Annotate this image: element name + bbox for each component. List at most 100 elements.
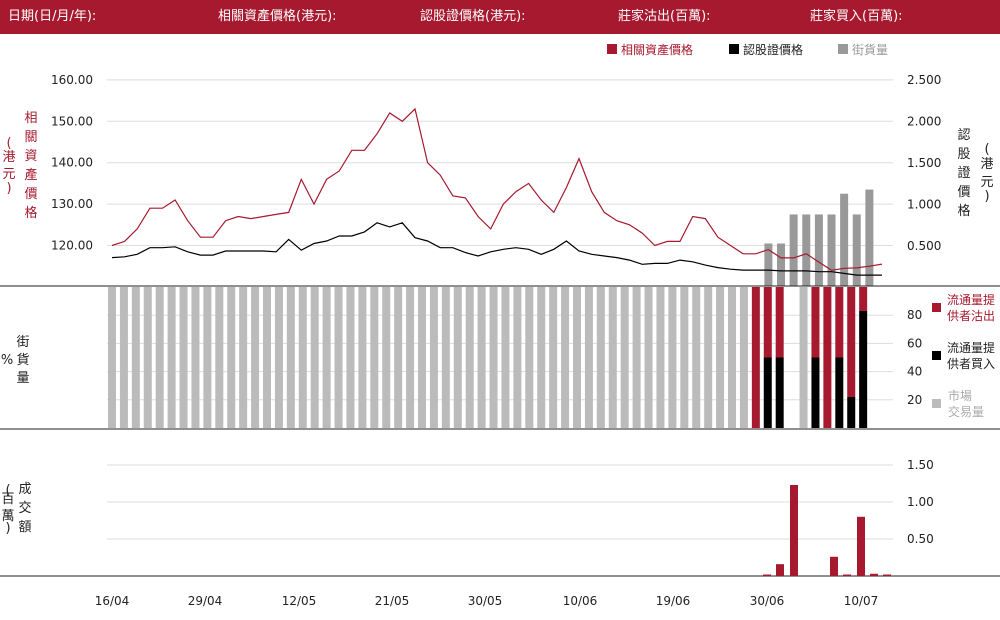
mid-axis-char: 量 [16, 371, 29, 386]
left-tick-label: 160.00 [51, 73, 93, 87]
left-axis-title: 相 關 資 產 價 格 ( 港 元 ) [2, 111, 37, 221]
market-volume-bar [298, 287, 307, 428]
street-volume-bar [777, 243, 786, 286]
x-tick-label: 21/05 [375, 594, 410, 608]
dealer-sold-label: 莊家沽出(百萬): [618, 9, 711, 24]
market-volume-bar [501, 287, 510, 428]
bottom-axis-ticks: 1.50 1.00 0.50 [907, 458, 934, 546]
sold-bar [811, 287, 820, 358]
sold-bar [775, 287, 784, 358]
street-volume-bars [764, 189, 874, 286]
legend-bought-swatch [932, 351, 941, 360]
left-axis-char: 資 [24, 149, 37, 164]
turnover-bar [870, 573, 878, 576]
market-volume-bar [143, 287, 152, 428]
market-volume-bar [692, 287, 701, 428]
legend-warrant-label: 認股證價格 [743, 42, 803, 57]
market-volume-bar [251, 287, 260, 428]
bottom-axis-char: 交 [18, 500, 31, 516]
date-label: 日期(日/月/年): [8, 9, 97, 24]
market-volume-bar [573, 287, 581, 428]
right-tick-label: 1.500 [907, 156, 941, 170]
legend-asset-swatch [607, 44, 617, 54]
right-tick-label: 1.000 [907, 198, 941, 212]
market-volume-bar [668, 287, 677, 428]
market-volume-bar [418, 287, 426, 428]
market-volume-bar [441, 287, 450, 428]
legend-sold-label-2: 供者沽出 [947, 309, 995, 323]
right-tick-label: 0.500 [907, 239, 941, 253]
mid-axis-char: 貨 [16, 352, 29, 368]
street-volume-bar [852, 214, 861, 286]
left-axis-unit-char: ( [6, 136, 11, 151]
turnover-bar [857, 516, 865, 576]
bottom-axis-unit-char: 萬 [1, 509, 14, 524]
market-volume-bar [632, 287, 641, 428]
market-volume-bar [119, 287, 128, 428]
right-axis-unit-char: 元 [980, 175, 993, 190]
sold-bar [859, 287, 868, 311]
bought-bar [763, 357, 772, 428]
market-volume-bar [465, 287, 474, 428]
market-volume-bar [644, 287, 653, 428]
sold-bar [751, 287, 760, 428]
bottom-axis-unit-char: ) [5, 521, 10, 536]
x-axis-ticks: 16/04 29/04 12/05 21/05 30/05 10/06 19/06 30/06… [95, 594, 879, 608]
market-volume-bar [537, 287, 546, 428]
legend-market-label-1: 市場 [948, 388, 972, 403]
market-volume-bar [716, 287, 725, 428]
legend-sold-swatch [932, 303, 941, 312]
x-tick-label: 30/06 [750, 594, 785, 608]
legend-volume-swatch [838, 44, 848, 54]
mid-tick-label: 40 [907, 365, 922, 379]
market-volume-bar [274, 287, 283, 428]
street-volume-bar [814, 214, 823, 286]
street-volume-bar [802, 214, 811, 286]
market-volume-bar [799, 287, 808, 428]
left-tick-label: 140.00 [51, 156, 93, 170]
market-volume-bar [620, 287, 629, 428]
bottom-axis-unit-char: ( [5, 483, 10, 498]
bottom-tick-label: 1.00 [907, 495, 934, 509]
mid-tick-label: 20 [907, 393, 922, 407]
legend-bought-label-1: 流通量提 [947, 340, 995, 355]
asset-price-line [111, 107, 883, 271]
left-axis-unit-char: 元 [2, 167, 15, 182]
street-volume-bar [840, 193, 849, 286]
market-volume-bar [561, 287, 570, 428]
bought-bar [835, 357, 844, 428]
sold-bar [823, 287, 832, 428]
left-axis-char: 相 [24, 111, 37, 126]
right-axis-unit-char: ) [984, 189, 989, 204]
market-volume-bar [191, 287, 200, 428]
right-tick-label: 2.000 [907, 115, 941, 129]
market-volume-bar [155, 287, 164, 428]
turnover-bar [776, 564, 784, 576]
warrant-price-line [111, 222, 882, 276]
right-axis-char: 股 [957, 147, 970, 162]
turnover-bar [883, 574, 891, 576]
legend-sold-label-1: 流通量提 [947, 292, 995, 307]
bottom-tick-label: 1.50 [907, 458, 934, 472]
right-axis-char: 格 [957, 203, 970, 219]
x-tick-label: 29/04 [188, 594, 223, 608]
bottom-tick-label: 0.50 [907, 532, 934, 546]
legend-bought-label-2: 供者買入 [947, 357, 995, 371]
market-volume-bar [310, 287, 319, 428]
mid-percentage-bars [108, 287, 868, 428]
mid-grid [107, 314, 893, 401]
right-axis-unit-char: 港 [980, 157, 993, 172]
sold-bar [763, 287, 772, 358]
right-axis-title: 認 股 證 價 格 ( 港 元 ) [957, 127, 993, 219]
market-volume-bar [728, 287, 736, 428]
right-axis-char: 證 [957, 165, 970, 181]
market-volume-bar [382, 287, 391, 428]
market-volume-bar [525, 287, 534, 428]
turnover-bar [843, 574, 851, 576]
left-axis-char: 產 [24, 167, 37, 183]
market-volume-bar [596, 287, 605, 428]
market-volume-bar [406, 287, 415, 428]
market-volume-bar [704, 287, 713, 428]
market-volume-bar [203, 287, 212, 428]
